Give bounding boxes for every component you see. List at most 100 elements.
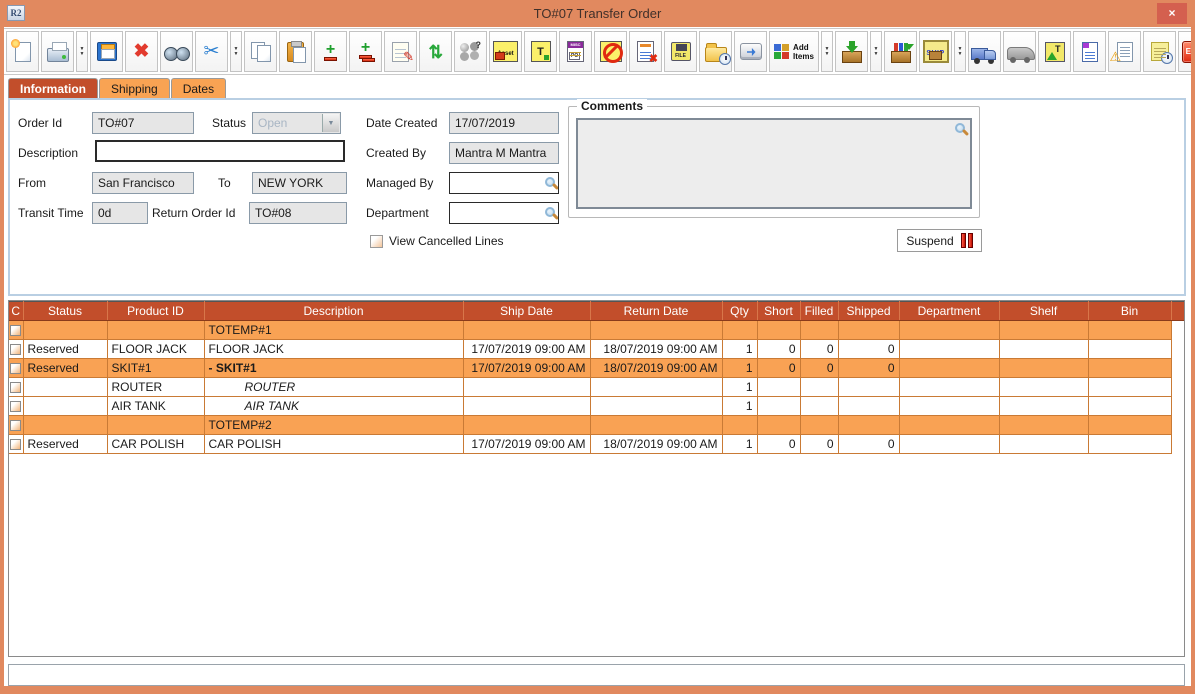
toolbar: ▼ ▼ ✖ ✂ ▼ ▼ + + ✎ ⇄ ? Asset T MISC PO ✖ FIL… xyxy=(4,28,1191,75)
close-button[interactable]: × xyxy=(1157,3,1187,24)
tab-strip: Information Shipping Dates xyxy=(8,78,227,99)
receive-items-dropdown[interactable]: ▼ ▼ xyxy=(870,31,882,72)
view-cancelled-checkbox[interactable] xyxy=(370,234,383,248)
suspend-button[interactable]: Suspend xyxy=(897,229,982,252)
add-multiple-lines-button[interactable]: + xyxy=(349,31,382,72)
row-checkbox[interactable] xyxy=(10,382,22,393)
remove-lines-button[interactable]: ✖ xyxy=(629,31,662,72)
col-header-product-id[interactable]: Product ID xyxy=(107,301,205,321)
dropdown-arrow-icon: ▼ xyxy=(824,51,830,57)
printer-icon xyxy=(46,41,69,62)
col-header-return-date[interactable]: Return Date xyxy=(590,301,723,321)
table-row[interactable]: Reserved SKIT#1 - SKIT#1 17/07/2019 09:0… xyxy=(9,358,1184,378)
col-header-short[interactable]: Short xyxy=(757,301,801,321)
table-row[interactable]: Reserved CAR POLISH CAR POLISH 17/07/201… xyxy=(9,434,1184,454)
col-header-qty[interactable]: Qty xyxy=(722,301,758,321)
save-button[interactable] xyxy=(90,31,123,72)
notes-history-button[interactable] xyxy=(1143,31,1176,72)
asset-box-icon: Asset xyxy=(493,41,518,62)
col-header-description[interactable]: Description xyxy=(204,301,464,321)
description-field[interactable] xyxy=(95,140,345,162)
row-checkbox[interactable] xyxy=(10,325,22,336)
search-icon[interactable] xyxy=(545,177,555,187)
query-button[interactable]: ? xyxy=(454,31,487,72)
table-row[interactable]: AIR TANK AIR TANK 1 xyxy=(9,396,1184,416)
add-items-dropdown[interactable]: ▼ ▼ xyxy=(821,31,833,72)
print-button[interactable] xyxy=(41,31,74,72)
row-checkbox[interactable] xyxy=(10,420,22,431)
return-items-button[interactable] xyxy=(884,31,917,72)
report-document-icon xyxy=(1081,41,1098,62)
col-header-bin[interactable]: Bin xyxy=(1088,301,1172,321)
cut-button[interactable]: ✂ xyxy=(195,31,228,72)
refresh-button[interactable]: ⇄ xyxy=(419,31,452,72)
transit-time-label: Transit Time xyxy=(18,206,84,220)
add-line-button[interactable]: + xyxy=(314,31,347,72)
col-header-ship-date[interactable]: Ship Date xyxy=(463,301,591,321)
row-checkbox[interactable] xyxy=(10,439,22,450)
exit-button[interactable]: EXIT xyxy=(1178,31,1191,72)
information-panel: Order Id TO#07 Status Open ▼ Date Created… xyxy=(8,98,1186,296)
cancel-lines-button[interactable] xyxy=(594,31,627,72)
department-field[interactable] xyxy=(449,202,559,224)
box-books-icon xyxy=(890,42,914,63)
report-button[interactable] xyxy=(1073,31,1106,72)
misc-po-button[interactable]: MISC PO xyxy=(559,31,592,72)
search-icon[interactable] xyxy=(955,123,965,133)
tab-shipping[interactable]: Shipping xyxy=(99,78,170,99)
tab-dates[interactable]: Dates xyxy=(170,78,227,99)
truck-button[interactable] xyxy=(968,31,1001,72)
col-header-shelf[interactable]: Shelf xyxy=(999,301,1089,321)
refresh-icon: ⇄ xyxy=(426,43,446,60)
ship-items-button[interactable]: SHIP xyxy=(919,31,952,72)
transfer-template-button[interactable]: T xyxy=(524,31,557,72)
status-select: Open ▼ xyxy=(252,112,341,134)
col-header-shipped[interactable]: Shipped xyxy=(838,301,900,321)
col-header-department[interactable]: Department xyxy=(899,301,1000,321)
row-checkbox[interactable] xyxy=(10,401,22,412)
table-row[interactable]: Reserved FLOOR JACK FLOOR JACK 17/07/201… xyxy=(9,339,1184,359)
receive-items-button[interactable] xyxy=(835,31,868,72)
asset-button[interactable]: Asset xyxy=(489,31,522,72)
find-button[interactable] xyxy=(160,31,193,72)
file-floppy-icon: FILE xyxy=(670,42,691,61)
view-cancelled-row: View Cancelled Lines xyxy=(370,234,504,248)
ship-items-dropdown[interactable]: ▼ ▼ xyxy=(954,31,966,72)
order-id-field: TO#07 xyxy=(92,112,194,134)
delete-button[interactable]: ✖ xyxy=(125,31,158,72)
new-order-button[interactable] xyxy=(6,31,39,72)
dropdown-arrow-icon: ▼ xyxy=(233,46,239,52)
add-items-label: Add Items xyxy=(793,42,814,61)
save-file-button[interactable]: FILE xyxy=(664,31,697,72)
table-row[interactable]: TOTEMP#2 xyxy=(9,415,1184,435)
copy-button[interactable] xyxy=(244,31,277,72)
keyboard-key-icon xyxy=(739,43,762,60)
add-items-button[interactable]: Add Items xyxy=(769,31,819,72)
comments-textarea[interactable] xyxy=(576,118,972,209)
paste-button[interactable] xyxy=(279,31,312,72)
search-icon[interactable] xyxy=(545,207,555,217)
add-multiple-lines-icon: + xyxy=(356,40,375,62)
row-checkbox[interactable] xyxy=(10,344,22,355)
cut-dropdown[interactable]: ▼ ▼ xyxy=(230,31,242,72)
table-row[interactable]: ROUTER ROUTER 1 xyxy=(9,377,1184,397)
shortcut-keys-button[interactable] xyxy=(734,31,767,72)
box-arrow-down-icon xyxy=(841,40,862,63)
row-checkbox[interactable] xyxy=(10,363,22,374)
col-header-filled[interactable]: Filled xyxy=(800,301,839,321)
tab-information[interactable]: Information xyxy=(8,78,98,99)
folder-history-button[interactable] xyxy=(699,31,732,72)
col-header-status[interactable]: Status xyxy=(23,301,108,321)
alert-report-button[interactable]: ⚠ xyxy=(1108,31,1141,72)
vehicle-button[interactable] xyxy=(1003,31,1036,72)
department-label: Department xyxy=(366,206,429,220)
transfer-update-button[interactable]: T xyxy=(1038,31,1071,72)
exit-icon: EXIT xyxy=(1181,40,1191,63)
managed-by-field[interactable] xyxy=(449,172,559,194)
col-header-c[interactable]: C xyxy=(9,301,24,321)
transit-time-field: 0d xyxy=(92,202,148,224)
table-row[interactable]: TOTEMP#1 xyxy=(9,320,1184,340)
edit-line-button[interactable]: ✎ xyxy=(384,31,417,72)
print-dropdown[interactable]: ▼ ▼ xyxy=(76,31,88,72)
new-document-icon xyxy=(10,38,31,62)
